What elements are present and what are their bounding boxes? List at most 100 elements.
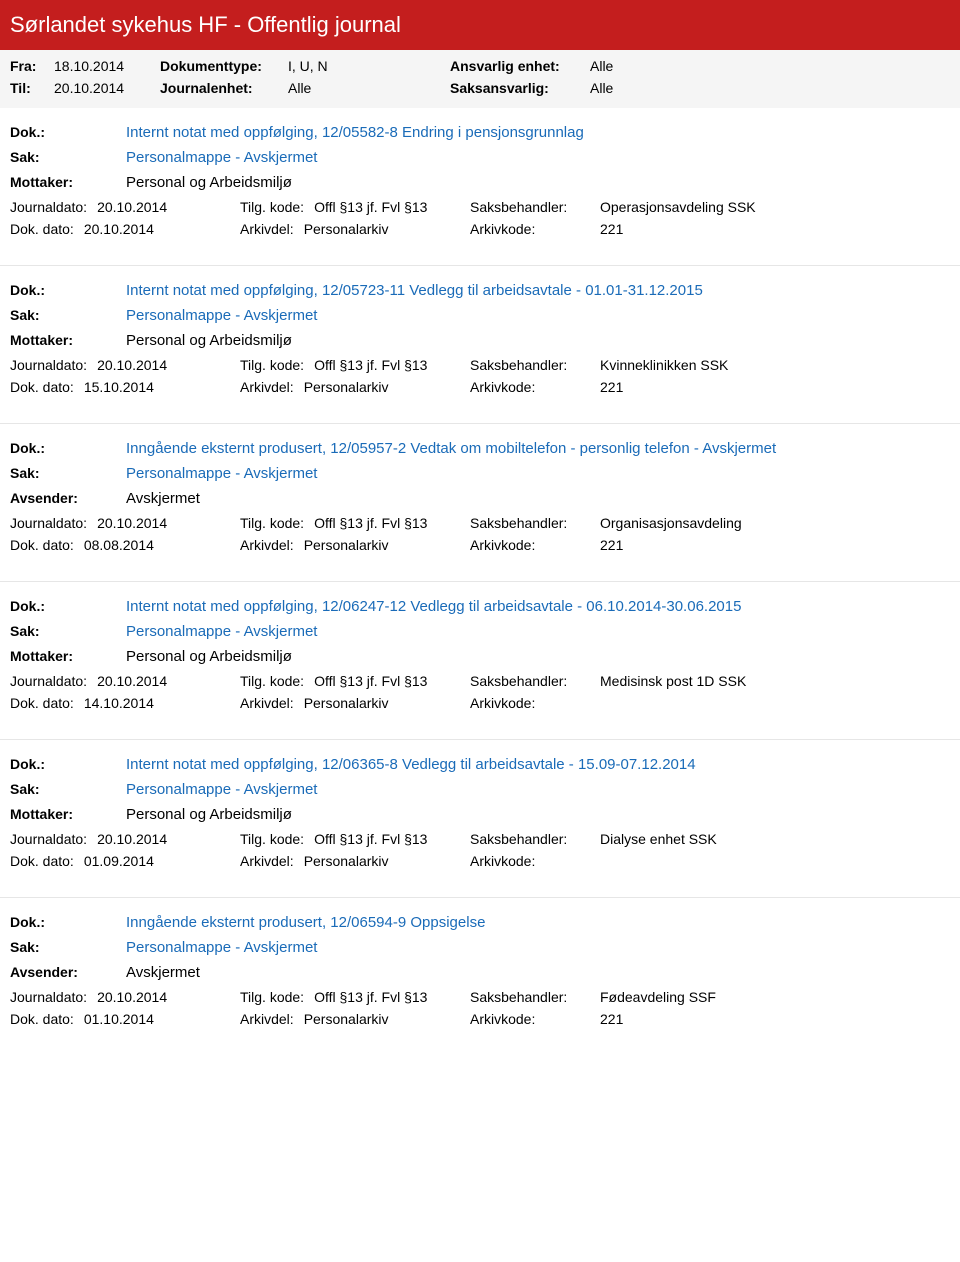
arkivkode-value-cell	[600, 695, 950, 711]
saksbehandler-label: Saksbehandler:	[470, 989, 567, 1005]
meta-row-1: Journaldato:20.10.2014Tilg. kode:Offl §1…	[10, 673, 950, 689]
arkivdel-cell: Arkivdel:Personalarkiv	[240, 1011, 470, 1027]
entry-dok-row: Dok.:Internt notat med oppfølging, 12/05…	[10, 124, 950, 141]
entry-dok-row: Dok.:Internt notat med oppfølging, 12/06…	[10, 598, 950, 615]
arkivkode-value: 221	[600, 1011, 623, 1027]
filter-journalenhet-value: Alle	[288, 80, 311, 96]
tilgkode-value: Offl §13 jf. Fvl §13	[314, 831, 427, 847]
arkivdel-value: Personalarkiv	[304, 695, 389, 711]
dokdato-label: Dok. dato:	[10, 537, 74, 553]
party-label: Avsender:	[10, 490, 126, 507]
arkivdel-cell: Arkivdel:Personalarkiv	[240, 537, 470, 553]
filter-fra-label: Fra:	[10, 58, 46, 74]
meta-row-2: Dok. dato:20.10.2014Arkivdel:Personalark…	[10, 221, 950, 237]
saksbehandler-label: Saksbehandler:	[470, 673, 567, 689]
meta-row-1: Journaldato:20.10.2014Tilg. kode:Offl §1…	[10, 831, 950, 847]
tilgkode-cell: Tilg. kode:Offl §13 jf. Fvl §13	[240, 199, 470, 215]
arkivdel-value: Personalarkiv	[304, 853, 389, 869]
journaldato-label: Journaldato:	[10, 989, 87, 1005]
filter-dokumenttype-value: I, U, N	[288, 58, 328, 74]
party-value: Avskjermet	[126, 964, 200, 981]
entry-sak-row: Sak:Personalmappe - Avskjermet	[10, 465, 950, 482]
tilgkode-label: Tilg. kode:	[240, 515, 304, 531]
dokdato-value: 15.10.2014	[84, 379, 154, 395]
dok-value[interactable]: Inngående eksternt produsert, 12/06594-9…	[126, 914, 485, 931]
dok-label: Dok.:	[10, 124, 126, 141]
dokdato-label: Dok. dato:	[10, 695, 74, 711]
arkivkode-value-cell: 221	[600, 1011, 950, 1027]
dokdato-cell: Dok. dato:20.10.2014	[10, 221, 240, 237]
entry-dok-row: Dok.:Inngående eksternt produsert, 12/05…	[10, 440, 950, 457]
sak-value[interactable]: Personalmappe - Avskjermet	[126, 149, 317, 166]
entry-party-row: Avsender:Avskjermet	[10, 964, 950, 981]
tilgkode-value: Offl §13 jf. Fvl §13	[314, 515, 427, 531]
filter-dokumenttype: Dokumenttype: I, U, N	[160, 58, 450, 74]
party-value: Personal og Arbeidsmiljø	[126, 332, 292, 349]
filter-journalenhet: Journalenhet: Alle	[160, 80, 450, 96]
sak-value[interactable]: Personalmappe - Avskjermet	[126, 307, 317, 324]
entry-party-row: Mottaker:Personal og Arbeidsmiljø	[10, 648, 950, 665]
sak-value[interactable]: Personalmappe - Avskjermet	[126, 623, 317, 640]
filter-journalenhet-label: Journalenhet:	[160, 80, 280, 96]
arkivkode-label: Arkivkode:	[470, 1011, 535, 1027]
journal-entry: Dok.:Internt notat med oppfølging, 12/05…	[0, 266, 960, 415]
meta-row-2: Dok. dato:01.10.2014Arkivdel:Personalark…	[10, 1011, 950, 1027]
party-label: Avsender:	[10, 964, 126, 981]
journaldato-label: Journaldato:	[10, 831, 87, 847]
arkivdel-value: Personalarkiv	[304, 537, 389, 553]
saksbehandler-value: Fødeavdeling SSF	[600, 989, 716, 1005]
journal-entry: Dok.:Inngående eksternt produsert, 12/06…	[0, 898, 960, 1047]
arkivkode-label: Arkivkode:	[470, 853, 535, 869]
sak-value[interactable]: Personalmappe - Avskjermet	[126, 781, 317, 798]
dokdato-value: 08.08.2014	[84, 537, 154, 553]
entry-dok-row: Dok.:Internt notat med oppfølging, 12/05…	[10, 282, 950, 299]
journaldato-value: 20.10.2014	[97, 199, 167, 215]
dok-value[interactable]: Internt notat med oppfølging, 12/05723-1…	[126, 282, 703, 299]
dok-value[interactable]: Internt notat med oppfølging, 12/05582-8…	[126, 124, 584, 141]
party-label: Mottaker:	[10, 648, 126, 665]
saksbehandler-label-cell: Saksbehandler:	[470, 357, 600, 373]
filter-ansvarlig-enhet: Ansvarlig enhet: Alle	[450, 58, 890, 74]
arkivkode-label-cell: Arkivkode:	[470, 695, 600, 711]
saksbehandler-label: Saksbehandler:	[470, 199, 567, 215]
saksbehandler-label: Saksbehandler:	[470, 357, 567, 373]
dok-label: Dok.:	[10, 598, 126, 615]
saksbehandler-value-cell: Kvinneklinikken SSK	[600, 357, 950, 373]
entry-party-row: Mottaker:Personal og Arbeidsmiljø	[10, 806, 950, 823]
saksbehandler-label-cell: Saksbehandler:	[470, 199, 600, 215]
arkivkode-value: 221	[600, 537, 623, 553]
sak-label: Sak:	[10, 307, 126, 324]
filter-ansvarlig-enhet-label: Ansvarlig enhet:	[450, 58, 582, 74]
sak-value[interactable]: Personalmappe - Avskjermet	[126, 465, 317, 482]
tilgkode-cell: Tilg. kode:Offl §13 jf. Fvl §13	[240, 989, 470, 1005]
tilgkode-label: Tilg. kode:	[240, 989, 304, 1005]
entry-dok-row: Dok.:Internt notat med oppfølging, 12/06…	[10, 756, 950, 773]
journaldato-cell: Journaldato:20.10.2014	[10, 989, 240, 1005]
dok-label: Dok.:	[10, 756, 126, 773]
tilgkode-label: Tilg. kode:	[240, 357, 304, 373]
journaldato-value: 20.10.2014	[97, 515, 167, 531]
sak-label: Sak:	[10, 623, 126, 640]
dokdato-label: Dok. dato:	[10, 379, 74, 395]
sak-value[interactable]: Personalmappe - Avskjermet	[126, 939, 317, 956]
dok-value[interactable]: Internt notat med oppfølging, 12/06365-8…	[126, 756, 696, 773]
sak-label: Sak:	[10, 939, 126, 956]
entry-dok-row: Dok.:Inngående eksternt produsert, 12/06…	[10, 914, 950, 931]
dok-value[interactable]: Inngående eksternt produsert, 12/05957-2…	[126, 440, 776, 457]
arkivdel-value: Personalarkiv	[304, 221, 389, 237]
sak-label: Sak:	[10, 465, 126, 482]
entry-sak-row: Sak:Personalmappe - Avskjermet	[10, 149, 950, 166]
arkivkode-value-cell	[600, 853, 950, 869]
page-title: Sørlandet sykehus HF - Offentlig journal	[10, 12, 401, 37]
tilgkode-cell: Tilg. kode:Offl §13 jf. Fvl §13	[240, 831, 470, 847]
dok-label: Dok.:	[10, 282, 126, 299]
meta-row-2: Dok. dato:15.10.2014Arkivdel:Personalark…	[10, 379, 950, 395]
dokdato-cell: Dok. dato:01.10.2014	[10, 1011, 240, 1027]
arkivkode-label-cell: Arkivkode:	[470, 1011, 600, 1027]
filter-ansvarlig-enhet-value: Alle	[590, 58, 613, 74]
dok-value[interactable]: Internt notat med oppfølging, 12/06247-1…	[126, 598, 741, 615]
saksbehandler-value-cell: Medisinsk post 1D SSK	[600, 673, 950, 689]
tilgkode-value: Offl §13 jf. Fvl §13	[314, 199, 427, 215]
arkivkode-label-cell: Arkivkode:	[470, 537, 600, 553]
entry-party-row: Mottaker:Personal og Arbeidsmiljø	[10, 174, 950, 191]
